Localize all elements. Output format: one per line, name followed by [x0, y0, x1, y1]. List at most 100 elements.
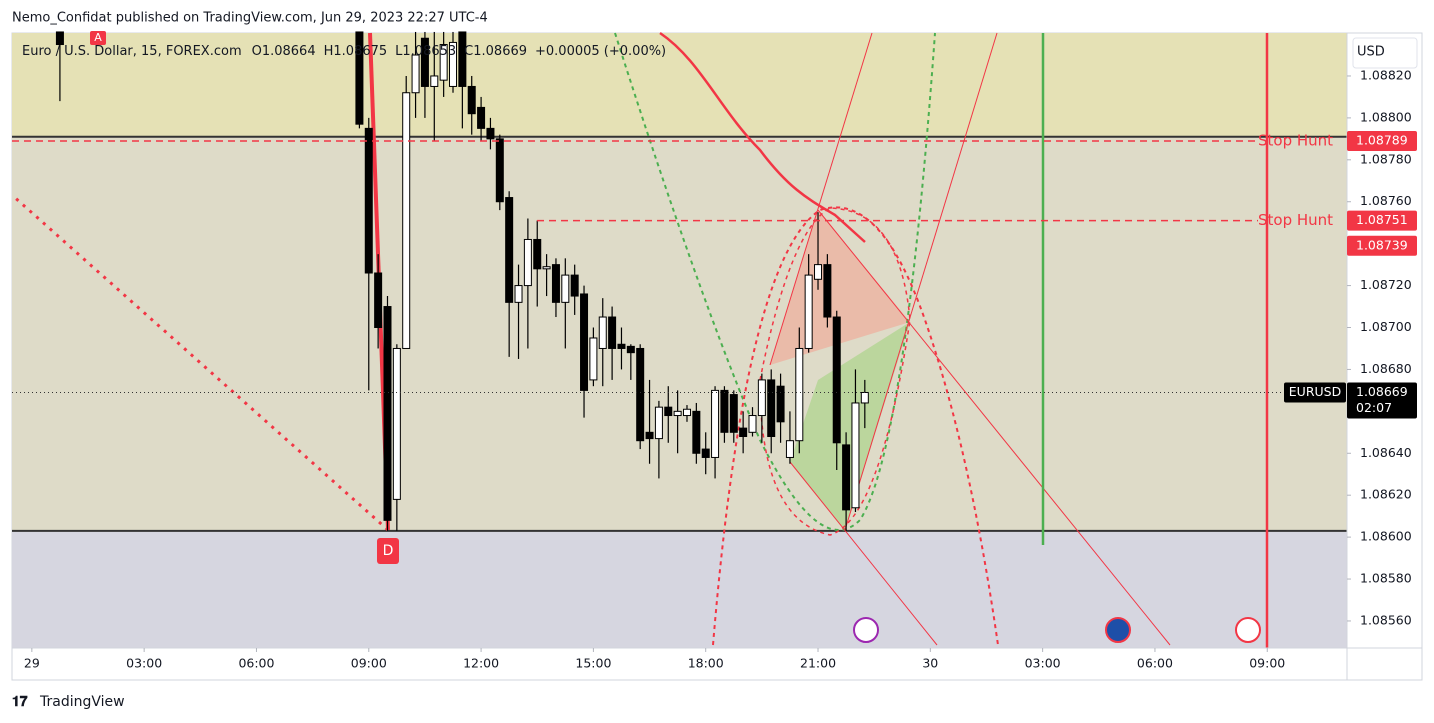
moving-average — [659, 31, 866, 243]
currency: USD — [1357, 45, 1385, 60]
price-tag-label: 1.08739 — [1356, 237, 1408, 252]
candle-body — [374, 272, 383, 329]
event-icon[interactable] — [853, 617, 879, 643]
y-tick-label: 1.08620 — [1360, 487, 1412, 502]
candle-body — [608, 316, 617, 349]
symbol-tag-label: EURUSD — [1289, 384, 1341, 399]
y-tick-label: 1.08580 — [1360, 571, 1412, 586]
candle-body — [814, 264, 823, 280]
publish-header: Nemo_Confidat published on TradingView.c… — [12, 11, 488, 26]
x-tick-label: 18:00 — [688, 656, 724, 671]
candle-body — [514, 285, 523, 303]
x-tick-label: 06:00 — [1137, 656, 1173, 671]
ohlc-label: L — [395, 44, 403, 59]
candle-body — [785, 440, 794, 458]
y-tick-label: 1.08800 — [1360, 109, 1412, 124]
price-tag-label: 1.08751 — [1356, 212, 1408, 227]
footer-brand: TradingView — [39, 694, 125, 710]
candle-body — [701, 448, 710, 458]
candle-body — [542, 266, 551, 270]
x-tick-label: 29 — [24, 656, 40, 671]
zone-middle — [12, 136, 1347, 531]
trend-line — [844, 32, 998, 531]
x-tick-label: 15:00 — [575, 656, 611, 671]
candle-body — [449, 41, 458, 87]
candle-body — [729, 394, 738, 433]
red-curve — [712, 206, 999, 646]
candle-body — [617, 343, 626, 349]
candle-body — [589, 337, 598, 381]
y-tick-label: 1.08600 — [1360, 529, 1412, 544]
y-tick-label: 1.08780 — [1360, 151, 1412, 166]
candle-body — [55, 31, 64, 46]
price-tag — [1347, 235, 1417, 256]
candle-body — [654, 406, 663, 440]
countdown: 02:07 — [1356, 400, 1392, 415]
candle-body — [636, 347, 645, 442]
candle-body — [739, 427, 748, 438]
candle-body — [458, 31, 467, 87]
y-tick-label: 1.08820 — [1360, 67, 1412, 82]
logo-mark: 𝟏𝟕 — [12, 694, 28, 710]
currency-button[interactable] — [1352, 37, 1418, 69]
x-tick-label: 09:00 — [351, 656, 387, 671]
candle-body — [467, 85, 476, 115]
y-tick-label: 1.08720 — [1360, 277, 1412, 292]
y-tick-label: 1.08680 — [1360, 361, 1412, 376]
candle-body — [364, 127, 373, 274]
legend: Euro / U.S. Dollar, 15, FOREX.com O1.0866… — [22, 44, 666, 59]
candle-body — [757, 379, 766, 417]
candle-body — [477, 106, 486, 129]
price-tag — [1347, 210, 1417, 231]
overlay: A D — [90, 31, 1261, 643]
x-tick-label: 30 — [922, 656, 938, 671]
y-tick-label: 1.08640 — [1360, 445, 1412, 460]
dotted-line — [11, 193, 389, 532]
red-ellipse — [759, 207, 911, 536]
price-tag — [1347, 382, 1417, 419]
marker: A — [94, 31, 102, 44]
candle-body — [767, 379, 776, 438]
ohlc-label: H — [324, 44, 334, 59]
green-triangle — [790, 322, 910, 530]
candle-body — [664, 406, 673, 417]
ohlc-label: C — [464, 44, 473, 59]
ohlc-value: 1.08653 — [402, 44, 456, 59]
marker: D — [383, 543, 394, 559]
candle-body — [570, 274, 579, 297]
price-tag — [1347, 130, 1417, 151]
candle-body — [392, 347, 401, 500]
candle-body — [645, 431, 654, 440]
candle-body — [411, 54, 420, 94]
ohlc-value: 1.08675 — [333, 44, 387, 59]
candle-body — [748, 415, 757, 433]
candle-body — [402, 92, 411, 349]
candle-body — [776, 385, 785, 423]
candle-body — [851, 402, 860, 509]
x-tick-label: 06:00 — [238, 656, 274, 671]
candle-body — [495, 138, 504, 203]
candle-body — [439, 44, 448, 81]
candle-body — [505, 197, 514, 303]
zone-lower — [12, 530, 1347, 648]
symbol-tag — [1284, 382, 1346, 403]
candle-body — [692, 410, 701, 454]
y-tick-label: 1.08760 — [1360, 193, 1412, 208]
y-tick-label: 1.08700 — [1360, 319, 1412, 334]
candle-body — [804, 274, 813, 349]
candle-body — [626, 345, 635, 354]
event-icon[interactable] — [1105, 617, 1131, 643]
candle-body — [580, 293, 589, 391]
candle-body — [523, 238, 532, 287]
event-icon[interactable] — [1235, 617, 1261, 643]
y-tick-label: 1.08560 — [1360, 612, 1412, 627]
x-tick-label: 03:00 — [1025, 656, 1061, 671]
symbol: Euro / U.S. Dollar, 15, FOREX.com — [22, 44, 242, 59]
x-tick-label: 21:00 — [800, 656, 836, 671]
level-label: Stop Hunt — [1258, 131, 1333, 149]
trend-line — [769, 32, 873, 366]
price-tag-label: 1.08789 — [1356, 132, 1408, 147]
price-tag-label: 1.08669 — [1356, 384, 1408, 399]
candles — [55, 31, 869, 531]
candle-body — [430, 75, 439, 87]
